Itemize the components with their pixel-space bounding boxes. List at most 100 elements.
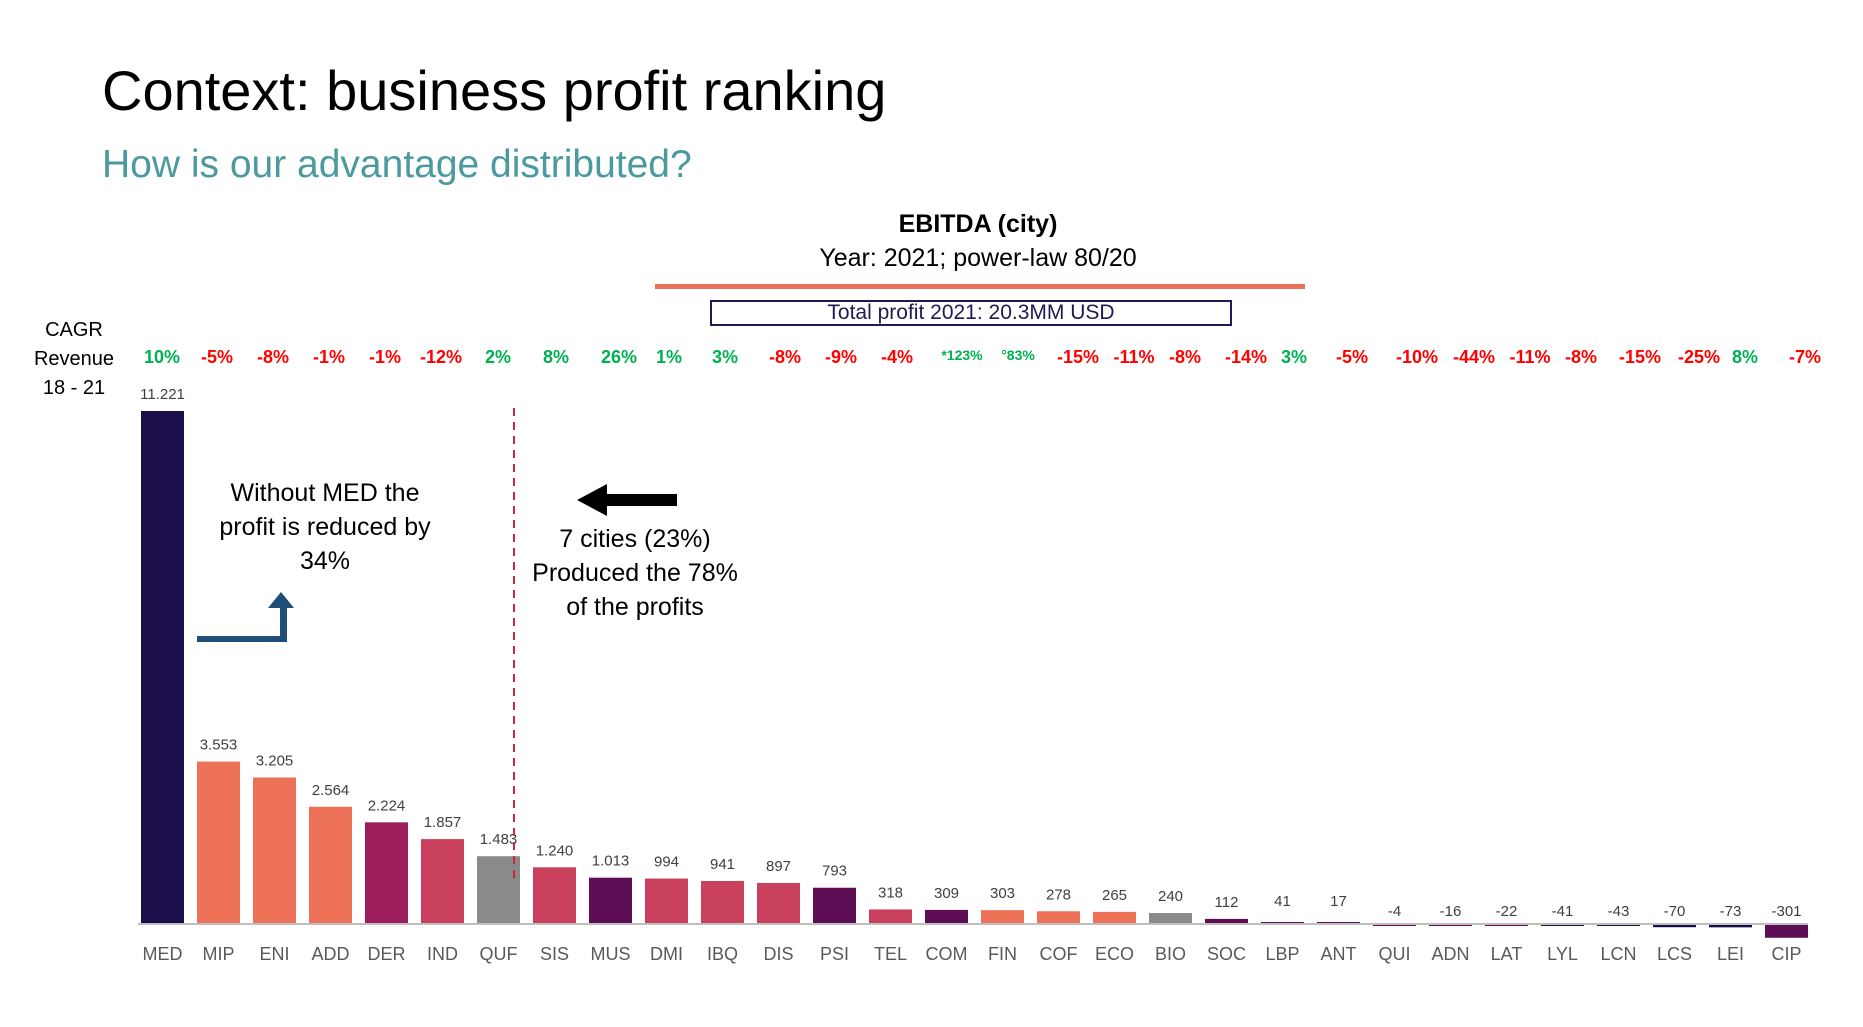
bar-der (365, 822, 408, 924)
x-tick-label: COF (1040, 944, 1078, 964)
value-label: 1.857 (424, 814, 462, 831)
x-tick-label: MIP (202, 944, 234, 964)
value-label: 941 (710, 856, 735, 873)
value-label: 3.553 (200, 737, 238, 754)
page-title: Context: business profit ranking (102, 59, 887, 122)
cagr-value: -14% (1225, 347, 1267, 367)
cagr-label: CAGR Revenue 18 - 21 (24, 316, 124, 403)
bar-psi (813, 887, 856, 924)
value-labels: 11.221 3.553 3.205 2.564 2.224 1.857 1.483 1.24… (140, 386, 1801, 920)
bar-cof (1037, 911, 1080, 924)
cagr-value: 8% (1732, 347, 1758, 367)
value-label: 41 (1274, 893, 1291, 910)
x-tick-label: ADN (1431, 944, 1469, 964)
value-label: 1.483 (480, 831, 518, 848)
cagr-value: -15% (1057, 347, 1099, 367)
bar-med (141, 411, 184, 924)
x-tick-label: LAT (1491, 944, 1523, 964)
bar-bio (1149, 913, 1192, 924)
cagr-value: 1% (656, 347, 682, 367)
cagr-value: -11% (1509, 347, 1550, 367)
total-profit-box: Total profit 2021: 20.3MM USD (710, 300, 1232, 326)
cagr-value: -8% (1169, 347, 1201, 367)
x-tick-label: LCS (1657, 944, 1692, 964)
value-label: 3.205 (256, 752, 294, 769)
cagr-value: -1% (369, 347, 401, 367)
cagr-value: *123% (941, 347, 983, 363)
cagr-value: -11% (1113, 347, 1154, 367)
x-tick-label: MED (143, 944, 183, 964)
value-label: -41 (1552, 903, 1574, 920)
cagr-value: 3% (712, 347, 738, 367)
value-label: 278 (1046, 886, 1071, 903)
value-label: -22 (1496, 903, 1518, 920)
cagr-value: 26% (601, 347, 637, 367)
bar-ind (421, 839, 464, 924)
bar-cip (1765, 924, 1808, 938)
x-tick-label: PSI (820, 944, 849, 964)
value-label: 17 (1330, 893, 1347, 910)
cagr-value: -8% (769, 347, 801, 367)
cagr-value: -15% (1619, 347, 1661, 367)
value-label: 265 (1102, 887, 1127, 904)
value-label: 2.564 (312, 782, 350, 799)
x-tick-label: SIS (540, 944, 569, 964)
value-label: 793 (822, 863, 847, 880)
x-tick-label: ECO (1095, 944, 1134, 964)
bar-ibq (701, 880, 744, 924)
cagr-value: -25% (1678, 347, 1720, 367)
cagr-value: -9% (825, 347, 857, 367)
bar-eni (253, 777, 296, 924)
bar-lei (1709, 924, 1752, 928)
cagr-value: 2% (485, 347, 511, 367)
cagr-value: -4% (881, 347, 913, 367)
cagr-value: -44% (1453, 347, 1495, 367)
x-tick-label: QUI (1378, 944, 1410, 964)
bar-sis (533, 867, 576, 924)
cagr-row: 10% -5% -8% -1% -1% -12% 2% 8% 26% 1% 3% -8% -9% -4% *… (144, 347, 1821, 367)
bar-mus (589, 877, 632, 924)
value-label: -4 (1388, 903, 1401, 920)
value-label: -43 (1608, 903, 1630, 920)
x-tick-label: BIO (1155, 944, 1186, 964)
bar-fin (981, 910, 1024, 924)
cagr-value: -7% (1789, 347, 1821, 367)
value-label: 112 (1215, 894, 1239, 911)
cagr-value: -5% (1336, 347, 1368, 367)
x-tick-label: QUF (480, 944, 518, 964)
x-tick-label: ADD (311, 944, 349, 964)
x-tick-label: DMI (650, 944, 683, 964)
value-label: 11.221 (140, 386, 185, 403)
x-tick-label: DER (367, 944, 405, 964)
x-tick-label: COM (926, 944, 968, 964)
annotation-top-cities: 7 cities (23%) Produced the 78% of the p… (532, 525, 738, 621)
cagr-value: 3% (1281, 347, 1307, 367)
x-tick-label: ENI (259, 944, 289, 964)
page-subtitle: How is our advantage distributed? (102, 143, 692, 186)
x-tick-label: LBP (1265, 944, 1299, 964)
x-tick-label: LEI (1717, 944, 1744, 964)
x-tick-label: LCN (1600, 944, 1636, 964)
cagr-label-line: Revenue (33, 348, 115, 370)
x-tick-label: MUS (591, 944, 631, 964)
cagr-value: -5% (201, 347, 233, 367)
chart-subtitle: Year: 2021; power-law 80/20 (819, 244, 1137, 272)
x-tick-label: FIN (988, 944, 1017, 964)
cagr-value: -10% (1396, 347, 1438, 367)
cagr-value: 10% (144, 347, 180, 367)
x-tick-label: TEL (874, 944, 907, 964)
value-label: 240 (1158, 888, 1183, 905)
value-label: 994 (654, 854, 679, 871)
value-label: -301 (1771, 903, 1801, 920)
x-tick-label: DIS (763, 944, 793, 964)
chart-title: EBITDA (city) (898, 210, 1058, 238)
bar-eco (1093, 911, 1136, 924)
value-label: -73 (1720, 903, 1742, 920)
accent-line (655, 284, 1305, 289)
x-tick-label: ANT (1321, 944, 1357, 964)
bar-add (309, 806, 352, 924)
value-label: -16 (1440, 903, 1462, 920)
value-label: -70 (1664, 903, 1686, 920)
value-label: 1.013 (592, 853, 630, 870)
